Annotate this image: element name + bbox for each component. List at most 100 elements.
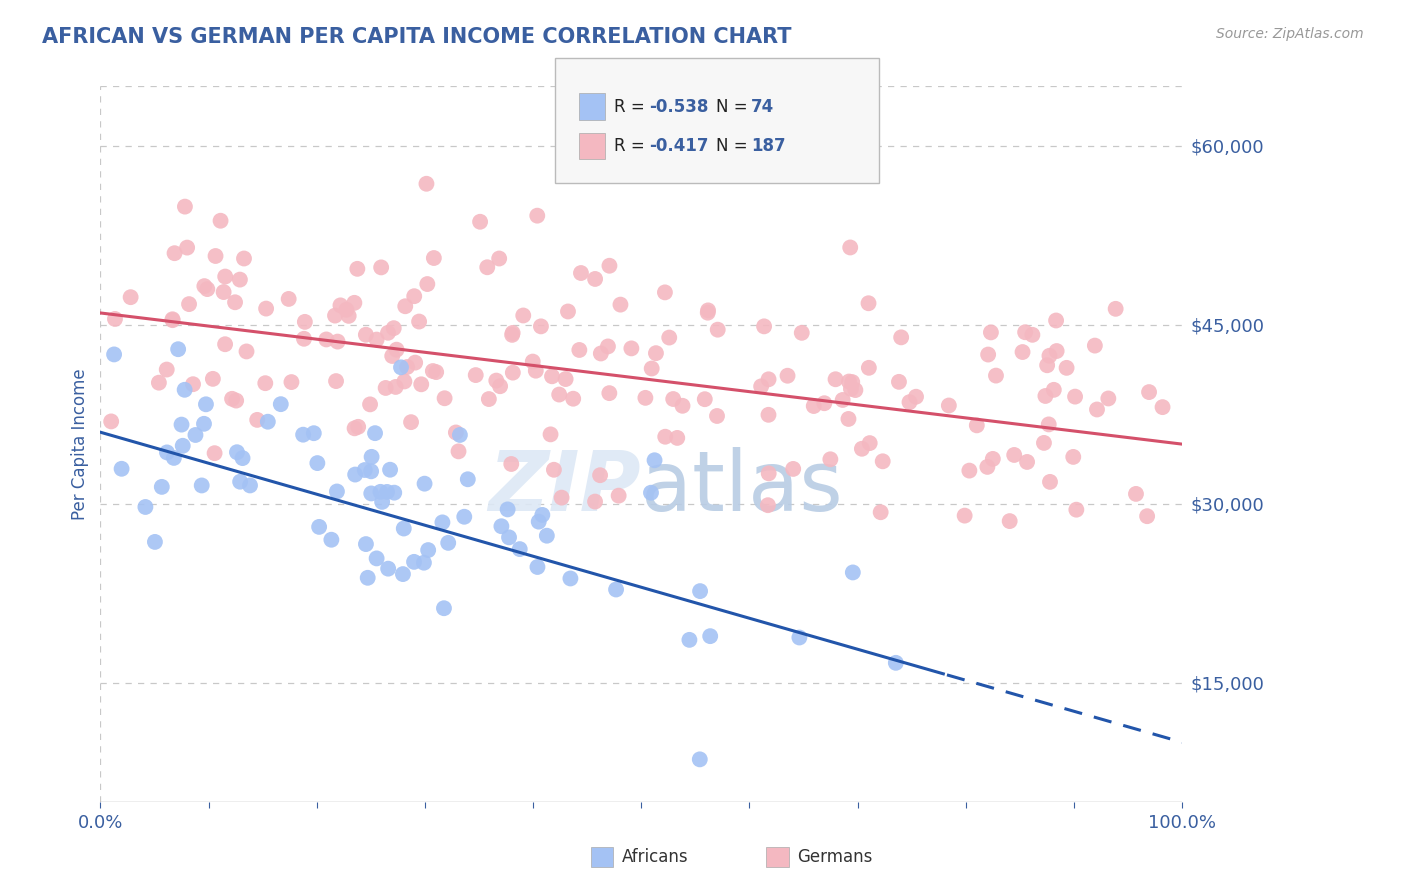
Point xyxy=(1039,475,1062,489)
Point xyxy=(530,319,553,334)
Point xyxy=(607,489,630,503)
Point xyxy=(232,451,254,466)
Text: N =: N = xyxy=(716,137,752,155)
Point xyxy=(966,418,988,433)
Point xyxy=(394,375,416,389)
Point xyxy=(689,752,711,766)
Point xyxy=(824,372,846,386)
Point xyxy=(526,209,548,223)
Point xyxy=(239,478,262,492)
Point xyxy=(254,301,277,316)
Point xyxy=(609,298,631,312)
Point xyxy=(411,377,433,392)
Point xyxy=(981,451,1004,466)
Point xyxy=(143,535,166,549)
Point xyxy=(360,450,382,464)
Point xyxy=(104,312,127,326)
Point xyxy=(789,631,811,645)
Point xyxy=(325,374,347,388)
Point xyxy=(699,629,721,643)
Point xyxy=(321,533,343,547)
Point xyxy=(201,372,224,386)
Point xyxy=(541,369,564,384)
Point xyxy=(1084,338,1107,352)
Point xyxy=(308,520,330,534)
Point xyxy=(1152,400,1174,414)
Text: R =: R = xyxy=(614,97,651,115)
Point xyxy=(214,337,236,351)
Point xyxy=(415,177,437,191)
Text: AFRICAN VS GERMAN PER CAPITA INCOME CORRELATION CHART: AFRICAN VS GERMAN PER CAPITA INCOME CORR… xyxy=(42,27,792,46)
Point xyxy=(776,368,799,383)
Point xyxy=(229,272,252,286)
Point xyxy=(654,285,676,300)
Point xyxy=(432,516,454,530)
Point xyxy=(477,260,499,275)
Point xyxy=(596,339,619,353)
Point xyxy=(524,364,547,378)
Point xyxy=(347,420,370,434)
Point xyxy=(377,562,399,576)
Point xyxy=(134,500,156,514)
Text: Germans: Germans xyxy=(797,848,873,866)
Point xyxy=(841,375,863,389)
Point xyxy=(550,491,572,505)
Point xyxy=(343,295,366,310)
Point xyxy=(449,428,471,442)
Point xyxy=(641,361,664,376)
Point xyxy=(531,508,554,522)
Point xyxy=(292,427,315,442)
Point xyxy=(384,380,406,394)
Point xyxy=(543,463,565,477)
Point xyxy=(583,494,606,508)
Point xyxy=(204,446,226,460)
Point xyxy=(177,297,200,311)
Point xyxy=(837,412,859,426)
Point xyxy=(389,360,412,375)
Point xyxy=(204,249,226,263)
Point xyxy=(589,346,612,360)
Point xyxy=(501,457,523,471)
Point xyxy=(640,485,662,500)
Point xyxy=(422,364,444,378)
Point xyxy=(366,333,388,347)
Point xyxy=(353,463,375,477)
Point xyxy=(343,421,366,435)
Point xyxy=(831,392,853,407)
Point xyxy=(758,372,780,386)
Point xyxy=(938,399,960,413)
Point xyxy=(408,314,430,328)
Point xyxy=(758,408,780,422)
Point xyxy=(485,374,508,388)
Point xyxy=(193,279,215,293)
Point xyxy=(905,390,928,404)
Point xyxy=(357,571,380,585)
Point xyxy=(693,392,716,407)
Point xyxy=(402,555,425,569)
Point xyxy=(839,382,862,396)
Point xyxy=(337,309,360,323)
Text: Africans: Africans xyxy=(621,848,688,866)
Point xyxy=(527,515,550,529)
Point xyxy=(598,386,620,401)
Point xyxy=(839,240,862,254)
Point xyxy=(1043,383,1066,397)
Point xyxy=(957,464,980,478)
Point xyxy=(233,252,256,266)
Point xyxy=(433,391,456,405)
Point xyxy=(1035,389,1057,403)
Point xyxy=(977,347,1000,361)
Point xyxy=(756,498,779,512)
Point xyxy=(884,656,907,670)
Point xyxy=(277,292,299,306)
Point xyxy=(174,200,197,214)
Point xyxy=(385,343,408,357)
Point xyxy=(246,413,269,427)
Text: -0.417: -0.417 xyxy=(650,137,709,155)
Point xyxy=(209,213,232,227)
Point xyxy=(256,415,278,429)
Point xyxy=(392,521,415,535)
Point xyxy=(1104,301,1126,316)
Point xyxy=(382,321,405,335)
Point xyxy=(598,259,620,273)
